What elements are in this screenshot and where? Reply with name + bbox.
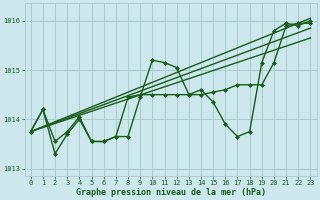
- X-axis label: Graphe pression niveau de la mer (hPa): Graphe pression niveau de la mer (hPa): [76, 188, 266, 197]
